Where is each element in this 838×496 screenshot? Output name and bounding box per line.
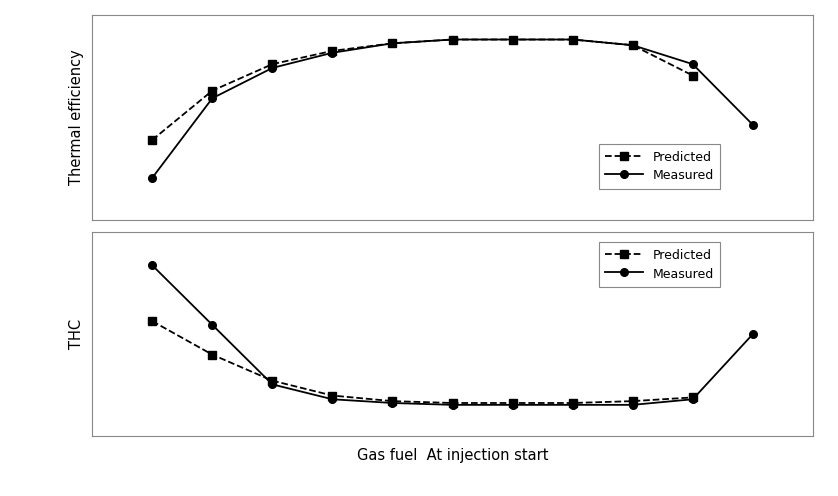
Measured	[207, 322, 217, 328]
Predicted	[267, 61, 277, 67]
Predicted	[688, 394, 698, 400]
Measured	[447, 37, 458, 43]
Predicted	[628, 42, 638, 48]
Measured	[688, 61, 698, 67]
Predicted	[328, 48, 338, 54]
Predicted	[207, 88, 217, 94]
Measured	[567, 37, 577, 43]
Measured	[628, 42, 638, 48]
Predicted	[447, 37, 458, 43]
Line: Predicted: Predicted	[148, 317, 696, 407]
Measured	[328, 396, 338, 402]
X-axis label: Gas fuel  At injection start: Gas fuel At injection start	[357, 447, 548, 463]
Measured	[508, 37, 518, 43]
Measured	[147, 175, 158, 181]
Line: Predicted: Predicted	[148, 36, 696, 144]
Measured	[207, 95, 217, 101]
Measured	[147, 262, 158, 268]
Predicted	[387, 398, 397, 404]
Measured	[447, 402, 458, 408]
Predicted	[688, 72, 698, 78]
Measured	[747, 331, 758, 337]
Measured	[628, 402, 638, 408]
Measured	[747, 122, 758, 128]
Measured	[267, 65, 277, 71]
Predicted	[267, 377, 277, 383]
Predicted	[508, 37, 518, 43]
Y-axis label: Thermal efficiency: Thermal efficiency	[69, 49, 84, 185]
Predicted	[207, 352, 217, 358]
Predicted	[508, 400, 518, 406]
Legend: Predicted, Measured: Predicted, Measured	[599, 144, 720, 189]
Predicted	[628, 398, 638, 404]
Predicted	[147, 318, 158, 324]
Predicted	[328, 392, 338, 398]
Predicted	[147, 137, 158, 143]
Measured	[267, 381, 277, 387]
Legend: Predicted, Measured: Predicted, Measured	[599, 242, 720, 287]
Measured	[387, 400, 397, 406]
Measured	[567, 402, 577, 408]
Predicted	[387, 40, 397, 46]
Predicted	[447, 400, 458, 406]
Y-axis label: THC: THC	[69, 319, 84, 349]
Measured	[508, 402, 518, 408]
Predicted	[567, 37, 577, 43]
Measured	[387, 40, 397, 46]
Line: Measured: Measured	[148, 36, 757, 182]
Measured	[328, 50, 338, 56]
Measured	[688, 396, 698, 402]
Line: Measured: Measured	[148, 261, 757, 409]
Predicted	[567, 400, 577, 406]
